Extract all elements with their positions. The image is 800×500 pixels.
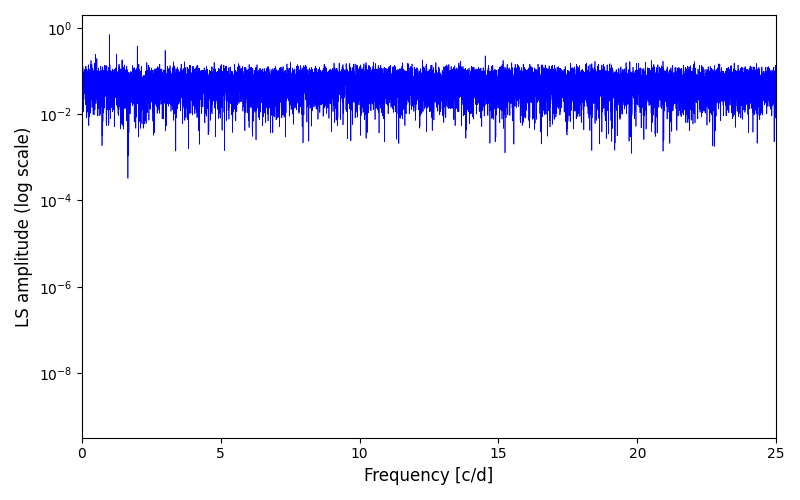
- X-axis label: Frequency [c/d]: Frequency [c/d]: [364, 467, 494, 485]
- Y-axis label: LS amplitude (log scale): LS amplitude (log scale): [15, 126, 33, 326]
